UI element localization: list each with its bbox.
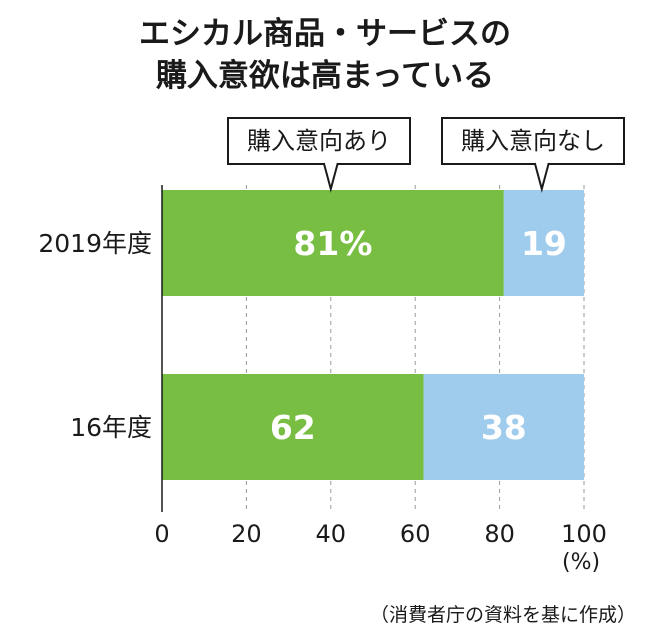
chart-title-line-2: 購入意欲は高まっている [155,58,495,94]
legend-callout-series-1: 購入意向あり [227,117,411,165]
data-label: 62 [270,408,316,447]
data-label: 81% [293,224,372,263]
x-tick-label: 0 [154,520,169,548]
x-tick-label: 80 [484,520,515,548]
legend-pointer-2 [533,162,550,193]
data-label: 38 [481,408,527,447]
legend-pointer-1 [322,162,339,193]
x-tick-label: 20 [231,520,262,548]
bar-yes-0 [162,190,504,296]
x-tick-label: 60 [400,520,431,548]
x-tick-label: 100 [561,520,607,548]
chart-title-line-1: エシカル商品・サービスの [139,16,511,52]
x-axis-unit: (%) [562,550,601,575]
source-note: （消費者庁の資料を基に作成） [369,604,636,626]
bar-no-0 [503,190,584,296]
bar-yes-1 [162,374,424,480]
category-label: 16年度 [70,413,152,442]
category-label: 2019年度 [38,229,152,258]
bar-no-1 [423,374,584,480]
x-tick-label: 40 [316,520,347,548]
legend-callout-series-2: 購入意向なし [441,117,625,165]
data-label: 19 [521,224,567,263]
